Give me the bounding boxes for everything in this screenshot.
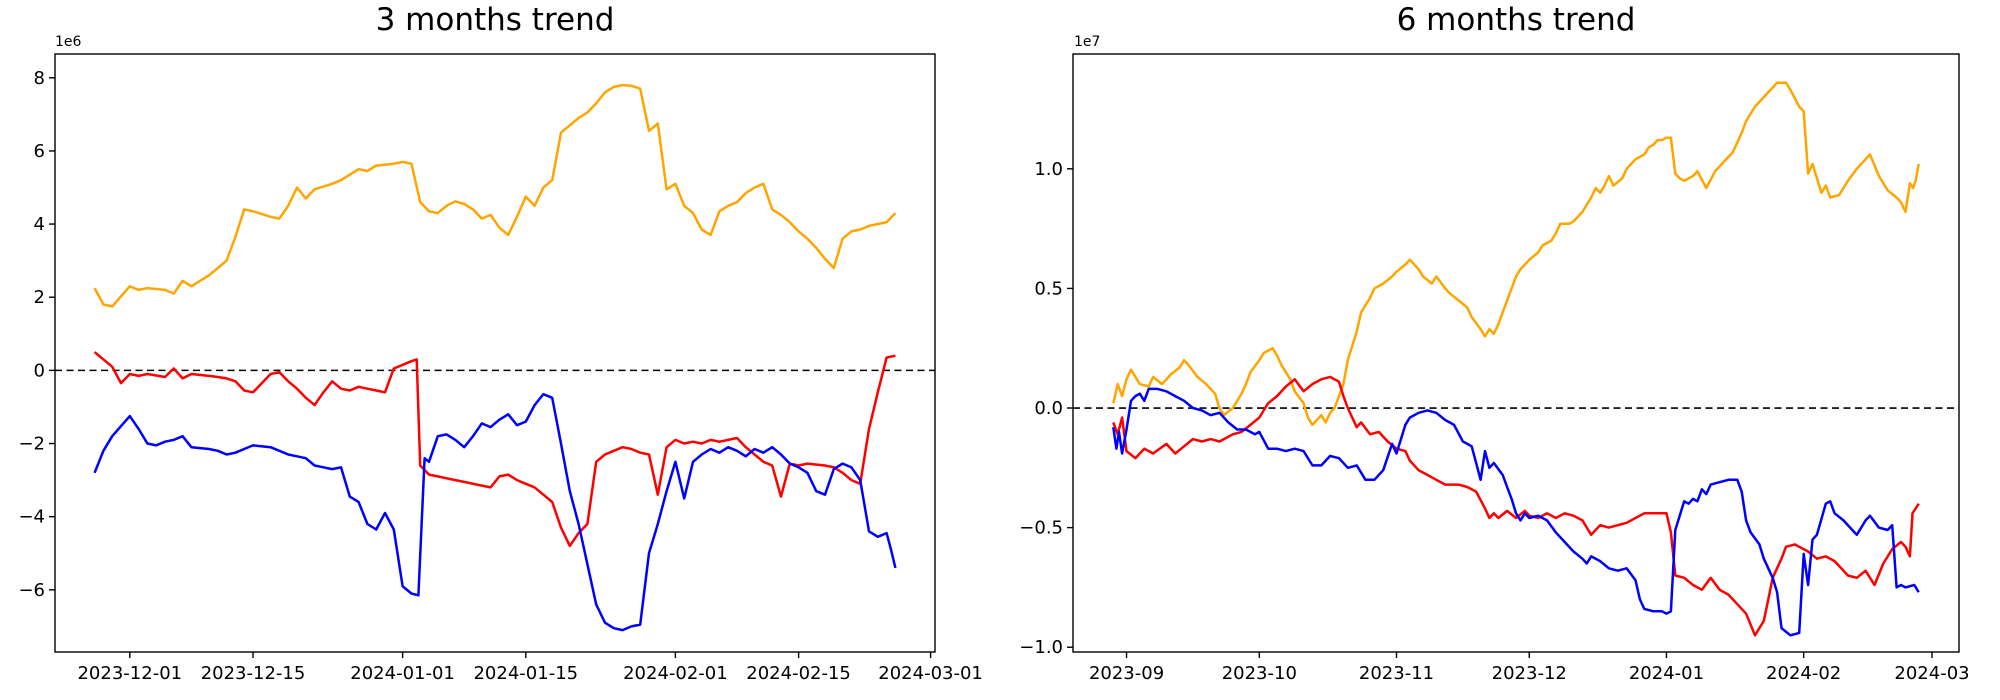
axes-frame (54, 53, 936, 653)
y-tick-label: 1.0 (1034, 159, 1063, 180)
series-line-red (93, 351, 896, 548)
y-tick-label: −2 (18, 434, 45, 455)
right-chart-title: 6 months trend (1396, 2, 1636, 38)
y-tick-label: −4 (18, 507, 45, 528)
x-tick-label: 2023-11 (1359, 663, 1434, 684)
series-line-orange (1112, 81, 1920, 427)
series-line-orange (93, 83, 897, 308)
y-tick-label: 0.0 (1034, 398, 1063, 419)
y-tick-label: 6 (34, 141, 45, 162)
x-tick-label: 2023-12-01 (77, 663, 182, 684)
axes-frame (1072, 53, 1960, 653)
x-tick-label: 2024-01-15 (473, 663, 578, 684)
y-tick-label: 2 (34, 287, 45, 308)
y-tick-label: 0 (34, 360, 45, 381)
series-line-red (1112, 375, 1920, 637)
y-tick-label: −1.0 (1019, 637, 1063, 658)
left-chart-title: 3 months trend (375, 2, 615, 38)
x-tick-label: 2023-12 (1492, 663, 1567, 684)
series-line-blue (1112, 387, 1920, 637)
x-tick-label: 2023-12-15 (201, 663, 306, 684)
y-tick-label: 8 (34, 68, 45, 89)
x-tick-label: 2024-02-01 (623, 663, 728, 684)
x-tick-label: 2023-09 (1089, 663, 1164, 684)
x-tick-label: 2024-01-01 (350, 663, 455, 684)
y-tick-label: 4 (34, 214, 45, 235)
y-tick-label: −0.5 (1019, 518, 1063, 539)
x-tick-label: 2024-03-01 (878, 663, 983, 684)
y-tick-label: 0.5 (1034, 278, 1063, 299)
y-tick-label: −6 (18, 580, 45, 601)
right-y-axis-offset-label: 1e7 (1074, 34, 1101, 50)
x-tick-label: 2024-02 (1766, 663, 1841, 684)
x-tick-label: 2024-03 (1894, 663, 1969, 684)
x-tick-label: 2024-01 (1629, 663, 1704, 684)
x-tick-label: 2024-02-15 (746, 663, 851, 684)
x-tick-label: 2023-10 (1222, 663, 1297, 684)
left-y-axis-offset-label: 1e6 (55, 34, 82, 50)
series-line-blue (93, 392, 897, 632)
